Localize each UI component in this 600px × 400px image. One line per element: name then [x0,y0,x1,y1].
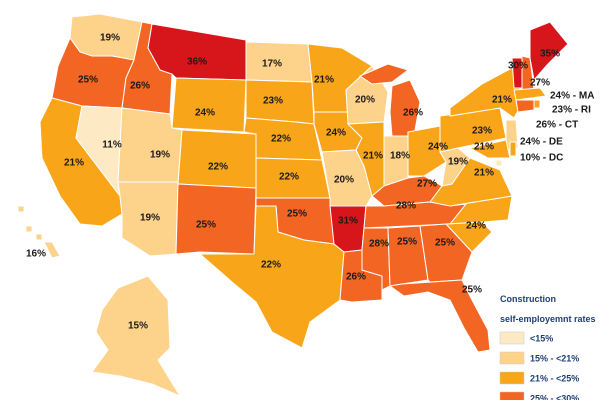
label-HI: 16% [26,249,46,260]
label-KY: 27% [417,179,437,190]
state-HI[interactable] [43,241,61,259]
label-IN: 18% [390,151,410,162]
callout-MA: 24% - MA [550,91,594,102]
label-MN: 21% [314,75,334,86]
state-RI[interactable] [533,99,541,109]
label-MT: 36% [187,57,207,68]
state-MI-upper[interactable] [358,63,410,85]
label-OH: 24% [428,142,448,153]
legend-title-line2: self-employemnt rates [500,314,596,324]
callout-DE: 24% - DE [520,137,563,148]
state-CT[interactable] [515,99,535,113]
label-IL: 21% [363,151,383,162]
legend-label-0: <15% [530,333,553,343]
northeast-callouts: 24% - MA 23% - RI 26% - CT 24% - DE 10% … [520,91,594,164]
label-WY: 24% [195,108,215,119]
label-ME: 35% [540,49,560,60]
label-NV: 11% [102,140,122,151]
states-layer [17,13,569,398]
label-WV: 19% [448,157,468,168]
label-VA: 21% [474,142,494,153]
state-labels: 19% 25% 21% 26% 11% 36% 24% 19% 19% 22% … [26,33,560,332]
state-IL[interactable] [346,121,385,197]
label-VT: 30% [508,61,528,72]
label-ND: 17% [262,59,282,70]
label-GA: 25% [435,238,455,249]
label-SC: 24% [466,221,486,232]
state-FL[interactable] [388,279,491,353]
state-NC[interactable] [445,195,513,225]
legend-label-3: 25% - <30% [530,393,579,400]
callout-RI: 23% - RI [552,105,591,116]
label-MS: 28% [369,239,389,250]
legend: Construction self-employemnt rates <15% 1… [499,294,596,400]
legend-label-1: 15% - <21% [530,353,579,363]
state-HI-2[interactable] [35,233,43,241]
state-HI-4[interactable] [17,205,25,213]
legend-title-line1: Construction [500,294,556,304]
label-KS: 22% [279,172,299,183]
label-MI: 26% [403,108,423,119]
label-AZ: 19% [140,213,160,224]
label-UT: 19% [150,150,170,161]
state-DE[interactable] [509,141,517,157]
callout-CT: 26% - CT [536,120,578,131]
label-CO: 22% [208,162,228,173]
state-AK[interactable] [91,275,182,398]
state-CO[interactable] [177,129,257,189]
label-SD: 23% [263,96,283,107]
label-IA: 24% [326,128,346,139]
callout-DC: 10% - DC [520,153,563,164]
state-HI-3[interactable] [25,225,33,233]
state-NM[interactable] [175,183,257,255]
state-TX[interactable] [198,205,345,349]
legend-swatch-0 [499,331,525,345]
label-NM: 25% [196,220,216,231]
label-CA: 21% [64,158,84,169]
label-WI: 20% [355,95,375,106]
label-PA: 23% [472,126,492,137]
label-WA: 19% [100,33,120,44]
label-NC: 21% [474,168,494,179]
legend-swatch-3 [499,391,525,400]
label-AL: 25% [397,237,417,248]
label-FL: 25% [462,285,482,296]
state-ME[interactable] [529,21,569,82]
legend-label-2: 21% - <25% [530,373,579,383]
label-MO: 20% [334,175,354,186]
label-NY: 21% [492,95,512,106]
label-AK: 15% [128,321,148,332]
state-WY[interactable] [171,77,247,133]
label-AR: 31% [338,216,358,227]
label-TX: 22% [261,260,281,271]
label-OK: 25% [287,209,307,220]
label-NH: 27% [530,78,550,89]
state-DC[interactable] [495,159,503,167]
legend-swatch-2 [499,371,525,385]
label-ID: 26% [130,81,150,92]
state-AL[interactable] [387,225,429,287]
legend-items: <15% 15% - <21% 21% - <25% 25% - <30% [499,331,579,400]
legend-swatch-1 [499,351,525,365]
state-OH[interactable] [407,125,447,177]
label-LA: 26% [346,272,366,283]
state-MD[interactable] [468,139,511,159]
label-NE: 22% [271,134,291,145]
state-AR[interactable] [329,205,367,253]
label-OR: 25% [78,75,98,86]
state-MA[interactable] [513,87,547,101]
label-TN: 28% [396,201,416,212]
